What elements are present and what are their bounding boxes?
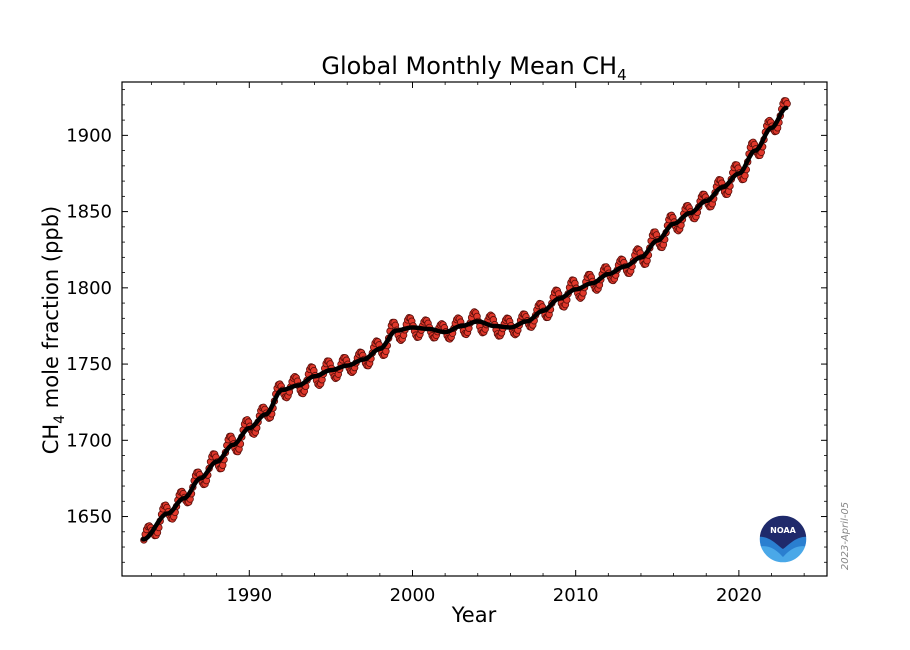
y-axis-label-suffix: mole fraction (ppb) bbox=[39, 206, 63, 415]
x-ticks: 1990 2000 2010 2020 bbox=[150, 82, 805, 606]
noaa-logo: NOAA bbox=[758, 514, 808, 564]
logo-ring bbox=[758, 514, 808, 564]
x-axis-label: Year bbox=[451, 603, 497, 627]
x-tick-label: 2020 bbox=[716, 585, 762, 606]
logo-text: NOAA bbox=[770, 526, 796, 535]
x-tick-label: 2010 bbox=[553, 585, 599, 606]
y-axis-label: CH4 mole fraction (ppb) bbox=[39, 206, 68, 455]
y-tick-label: 1800 bbox=[66, 278, 112, 299]
chart-title: Global Monthly Mean CH4 bbox=[321, 52, 626, 84]
y-tick-label: 1750 bbox=[66, 354, 112, 375]
y-axis-label-subscript: 4 bbox=[52, 415, 68, 424]
chart-title-main: Global Monthly Mean CH bbox=[321, 52, 617, 80]
plot-frame bbox=[121, 81, 828, 577]
y-tick-label: 1700 bbox=[66, 430, 112, 451]
trend-line-group bbox=[140, 105, 789, 542]
date-stamp: 2023-April-05 bbox=[840, 502, 851, 570]
x-tick-label: 2000 bbox=[390, 585, 436, 606]
y-ticks: 1650 1700 1750 1800 1850 1900 bbox=[66, 89, 827, 563]
y-tick-label: 1900 bbox=[66, 125, 112, 146]
trend-line bbox=[140, 105, 789, 542]
x-tick-label: 1990 bbox=[226, 585, 272, 606]
data-points bbox=[140, 97, 791, 544]
y-tick-label: 1650 bbox=[66, 507, 112, 528]
y-axis-label-prefix: CH bbox=[39, 424, 63, 454]
chart-title-subscript: 4 bbox=[617, 66, 627, 84]
y-tick-label: 1850 bbox=[66, 202, 112, 223]
